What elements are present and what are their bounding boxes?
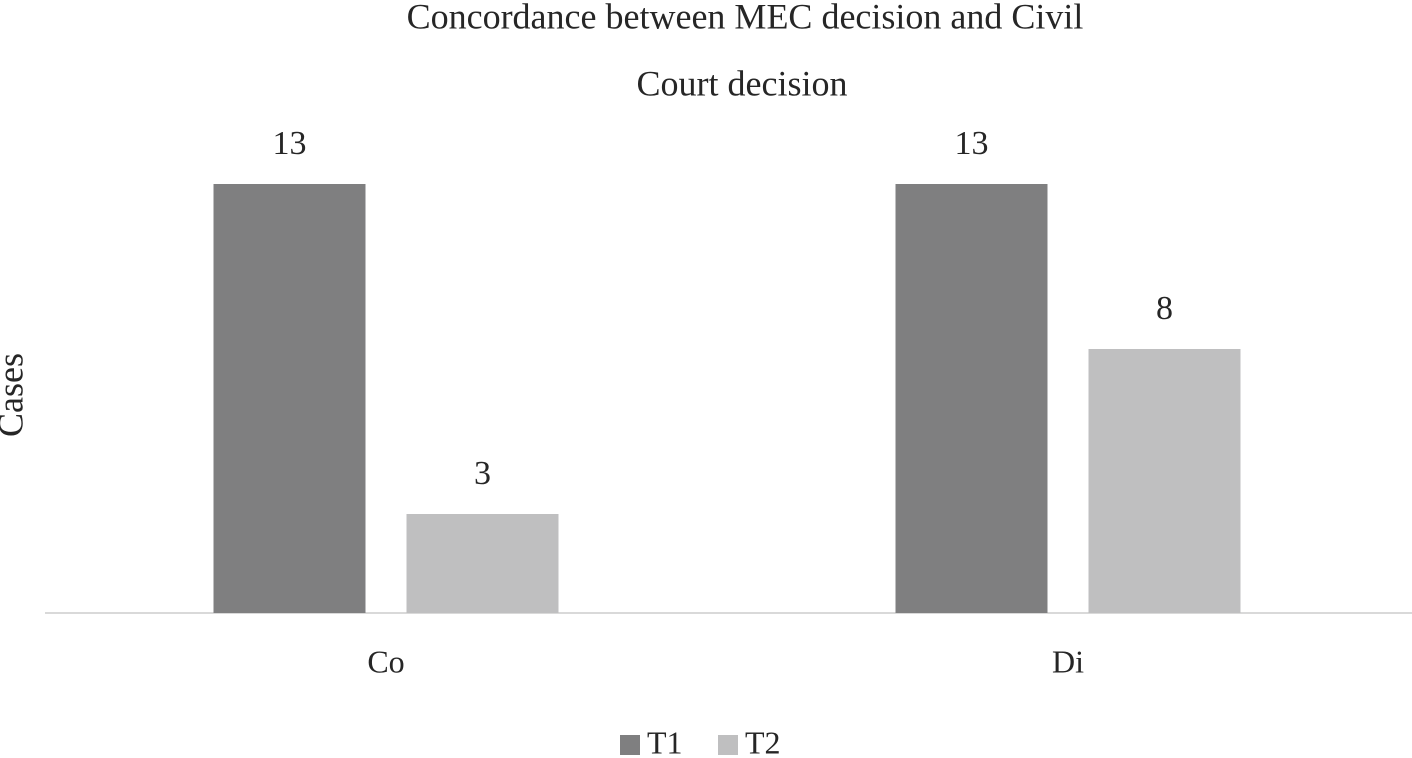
chart-title: Concordance between MEC decision and Civ… xyxy=(407,0,1084,36)
legend-swatch xyxy=(620,735,640,755)
bar xyxy=(1088,349,1241,613)
data-label: 13 xyxy=(273,125,307,162)
bar xyxy=(895,184,1048,613)
legend-label: T1 xyxy=(647,724,683,758)
data-label: 13 xyxy=(955,125,989,162)
legend-swatch xyxy=(718,735,738,755)
chart-title: Court decision xyxy=(637,63,848,103)
x-tick-label: Di xyxy=(1052,643,1084,679)
bar xyxy=(213,184,366,613)
x-tick-label: Co xyxy=(367,643,404,679)
data-label: 8 xyxy=(1156,290,1173,327)
bar xyxy=(406,514,559,613)
y-axis-label: Cases xyxy=(0,353,30,437)
legend-label: T2 xyxy=(745,724,781,758)
data-label: 3 xyxy=(474,455,491,492)
